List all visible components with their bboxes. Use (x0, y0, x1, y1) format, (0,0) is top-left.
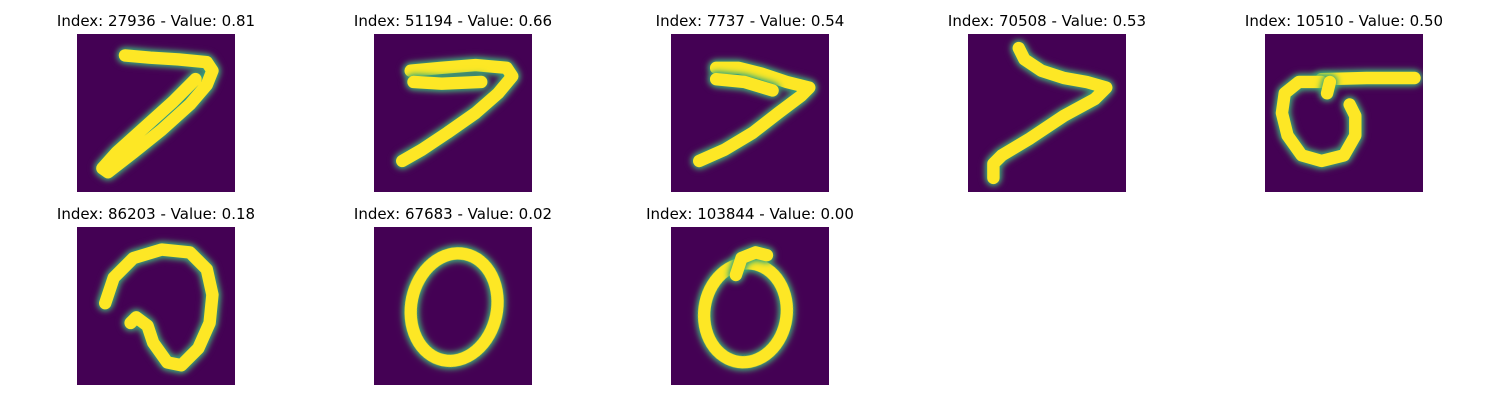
panel-1: Index: 27936 - Value: 0.81 (26, 12, 286, 192)
digit-image (374, 227, 532, 385)
panel-title: Index: 103844 - Value: 0.00 (646, 205, 854, 223)
digit-image (968, 34, 1126, 192)
digit-image (671, 34, 829, 192)
panel-2: Index: 51194 - Value: 0.66 (323, 12, 583, 192)
panel-6: Index: 86203 - Value: 0.18 (26, 205, 286, 385)
panel-5: Index: 10510 - Value: 0.50 (1214, 12, 1474, 192)
panel-7: Index: 67683 - Value: 0.02 (323, 205, 583, 385)
panel-8: Index: 103844 - Value: 0.00 (620, 205, 880, 385)
panel-title: Index: 27936 - Value: 0.81 (56, 12, 256, 30)
panel-4: Index: 70508 - Value: 0.53 (917, 12, 1177, 192)
digit-image (1265, 34, 1423, 192)
digit-image (671, 227, 829, 385)
digit-image (374, 34, 532, 192)
digit-image (77, 227, 235, 385)
panel-title: Index: 70508 - Value: 0.53 (947, 12, 1147, 30)
panel-title: Index: 86203 - Value: 0.18 (56, 205, 256, 223)
panel-title: Index: 10510 - Value: 0.50 (1244, 12, 1444, 30)
panel-title: Index: 51194 - Value: 0.66 (353, 12, 553, 30)
panel-title: Index: 67683 - Value: 0.02 (353, 205, 553, 223)
digit-image (77, 34, 235, 192)
panel-title: Index: 7737 - Value: 0.54 (655, 12, 845, 30)
panel-3: Index: 7737 - Value: 0.54 (620, 12, 880, 192)
